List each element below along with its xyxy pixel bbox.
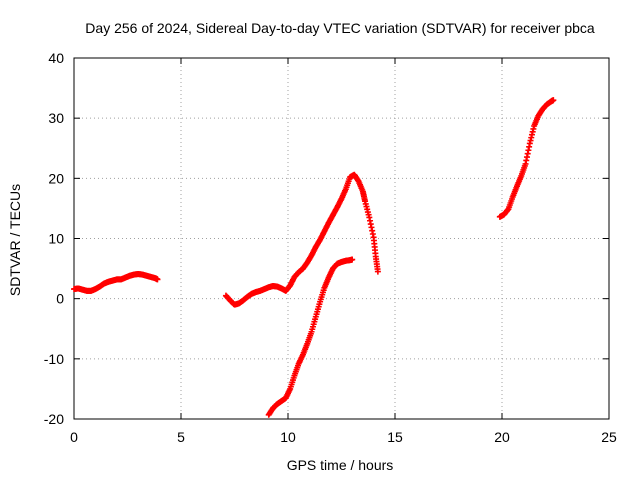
y-tick-label: 30 (48, 110, 64, 126)
x-tick-label: 5 (177, 429, 185, 445)
data-point (349, 256, 356, 263)
chart-title: Day 256 of 2024, Sidereal Day-to-day VTE… (85, 20, 595, 36)
series-segment-3 (265, 256, 356, 418)
y-tick-label: 40 (48, 50, 64, 66)
x-tick-label: 0 (70, 429, 78, 445)
data-point (550, 97, 557, 104)
y-tick-label: 10 (48, 231, 64, 247)
x-axis-label: GPS time / hours (287, 457, 394, 473)
y-tick-label: 20 (48, 170, 64, 186)
series-segment-4 (496, 97, 557, 220)
data-point (154, 276, 161, 283)
y-tick-label: -20 (44, 411, 64, 427)
y-axis-label: SDTVAR / TECUs (7, 184, 23, 296)
axis-ticks: 0 5 10 15 20 25 -20 -10 0 10 20 30 40 (44, 50, 617, 445)
data-point (374, 268, 381, 275)
data-points (71, 97, 557, 418)
grid (74, 58, 609, 419)
series-segment-1 (71, 270, 161, 294)
x-tick-label: 10 (280, 429, 296, 445)
x-tick-label: 15 (387, 429, 403, 445)
y-tick-label: -10 (44, 351, 64, 367)
x-tick-label: 25 (601, 429, 617, 445)
series-segment-2 (222, 171, 381, 308)
x-tick-label: 20 (494, 429, 510, 445)
plot-frame (73, 57, 610, 420)
y-tick-label: 0 (56, 291, 64, 307)
